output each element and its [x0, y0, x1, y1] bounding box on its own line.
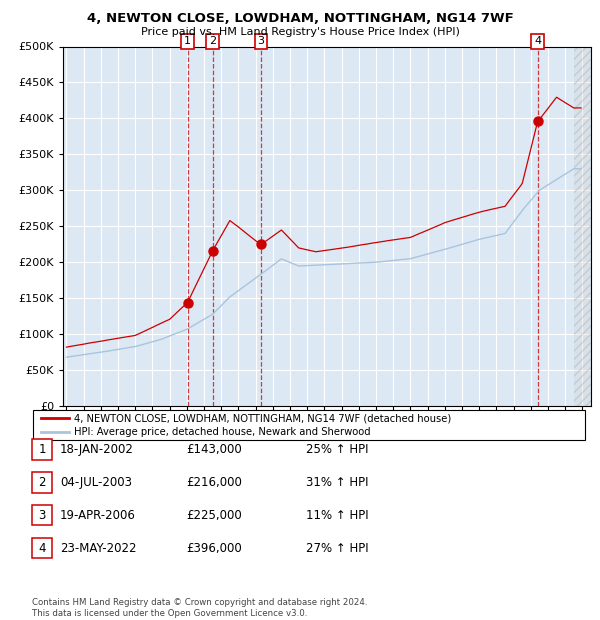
Text: 4: 4 [534, 37, 541, 46]
FancyBboxPatch shape [33, 410, 585, 440]
Text: 2: 2 [209, 37, 216, 46]
Text: 31% ↑ HPI: 31% ↑ HPI [306, 476, 368, 489]
Text: 11% ↑ HPI: 11% ↑ HPI [306, 509, 368, 521]
Text: 27% ↑ HPI: 27% ↑ HPI [306, 542, 368, 554]
Text: 2: 2 [38, 476, 46, 489]
Text: 23-MAY-2022: 23-MAY-2022 [60, 542, 137, 554]
Text: Price paid vs. HM Land Registry's House Price Index (HPI): Price paid vs. HM Land Registry's House … [140, 27, 460, 37]
Text: £216,000: £216,000 [186, 476, 242, 489]
Text: £143,000: £143,000 [186, 443, 242, 456]
Text: HPI: Average price, detached house, Newark and Sherwood: HPI: Average price, detached house, Newa… [74, 427, 371, 437]
Text: This data is licensed under the Open Government Licence v3.0.: This data is licensed under the Open Gov… [32, 609, 307, 618]
Text: 18-JAN-2002: 18-JAN-2002 [60, 443, 134, 456]
Text: 1: 1 [38, 443, 46, 456]
Text: 3: 3 [257, 37, 264, 46]
Text: £225,000: £225,000 [186, 509, 242, 521]
Polygon shape [574, 46, 591, 406]
Text: 4: 4 [38, 542, 46, 554]
Text: 3: 3 [38, 509, 46, 521]
Text: £396,000: £396,000 [186, 542, 242, 554]
Text: 4, NEWTON CLOSE, LOWDHAM, NOTTINGHAM, NG14 7WF: 4, NEWTON CLOSE, LOWDHAM, NOTTINGHAM, NG… [86, 12, 514, 25]
Text: 04-JUL-2003: 04-JUL-2003 [60, 476, 132, 489]
Text: Contains HM Land Registry data © Crown copyright and database right 2024.: Contains HM Land Registry data © Crown c… [32, 598, 367, 607]
Text: 19-APR-2006: 19-APR-2006 [60, 509, 136, 521]
Text: 4, NEWTON CLOSE, LOWDHAM, NOTTINGHAM, NG14 7WF (detached house): 4, NEWTON CLOSE, LOWDHAM, NOTTINGHAM, NG… [74, 414, 452, 423]
Text: 1: 1 [184, 37, 191, 46]
Text: 25% ↑ HPI: 25% ↑ HPI [306, 443, 368, 456]
